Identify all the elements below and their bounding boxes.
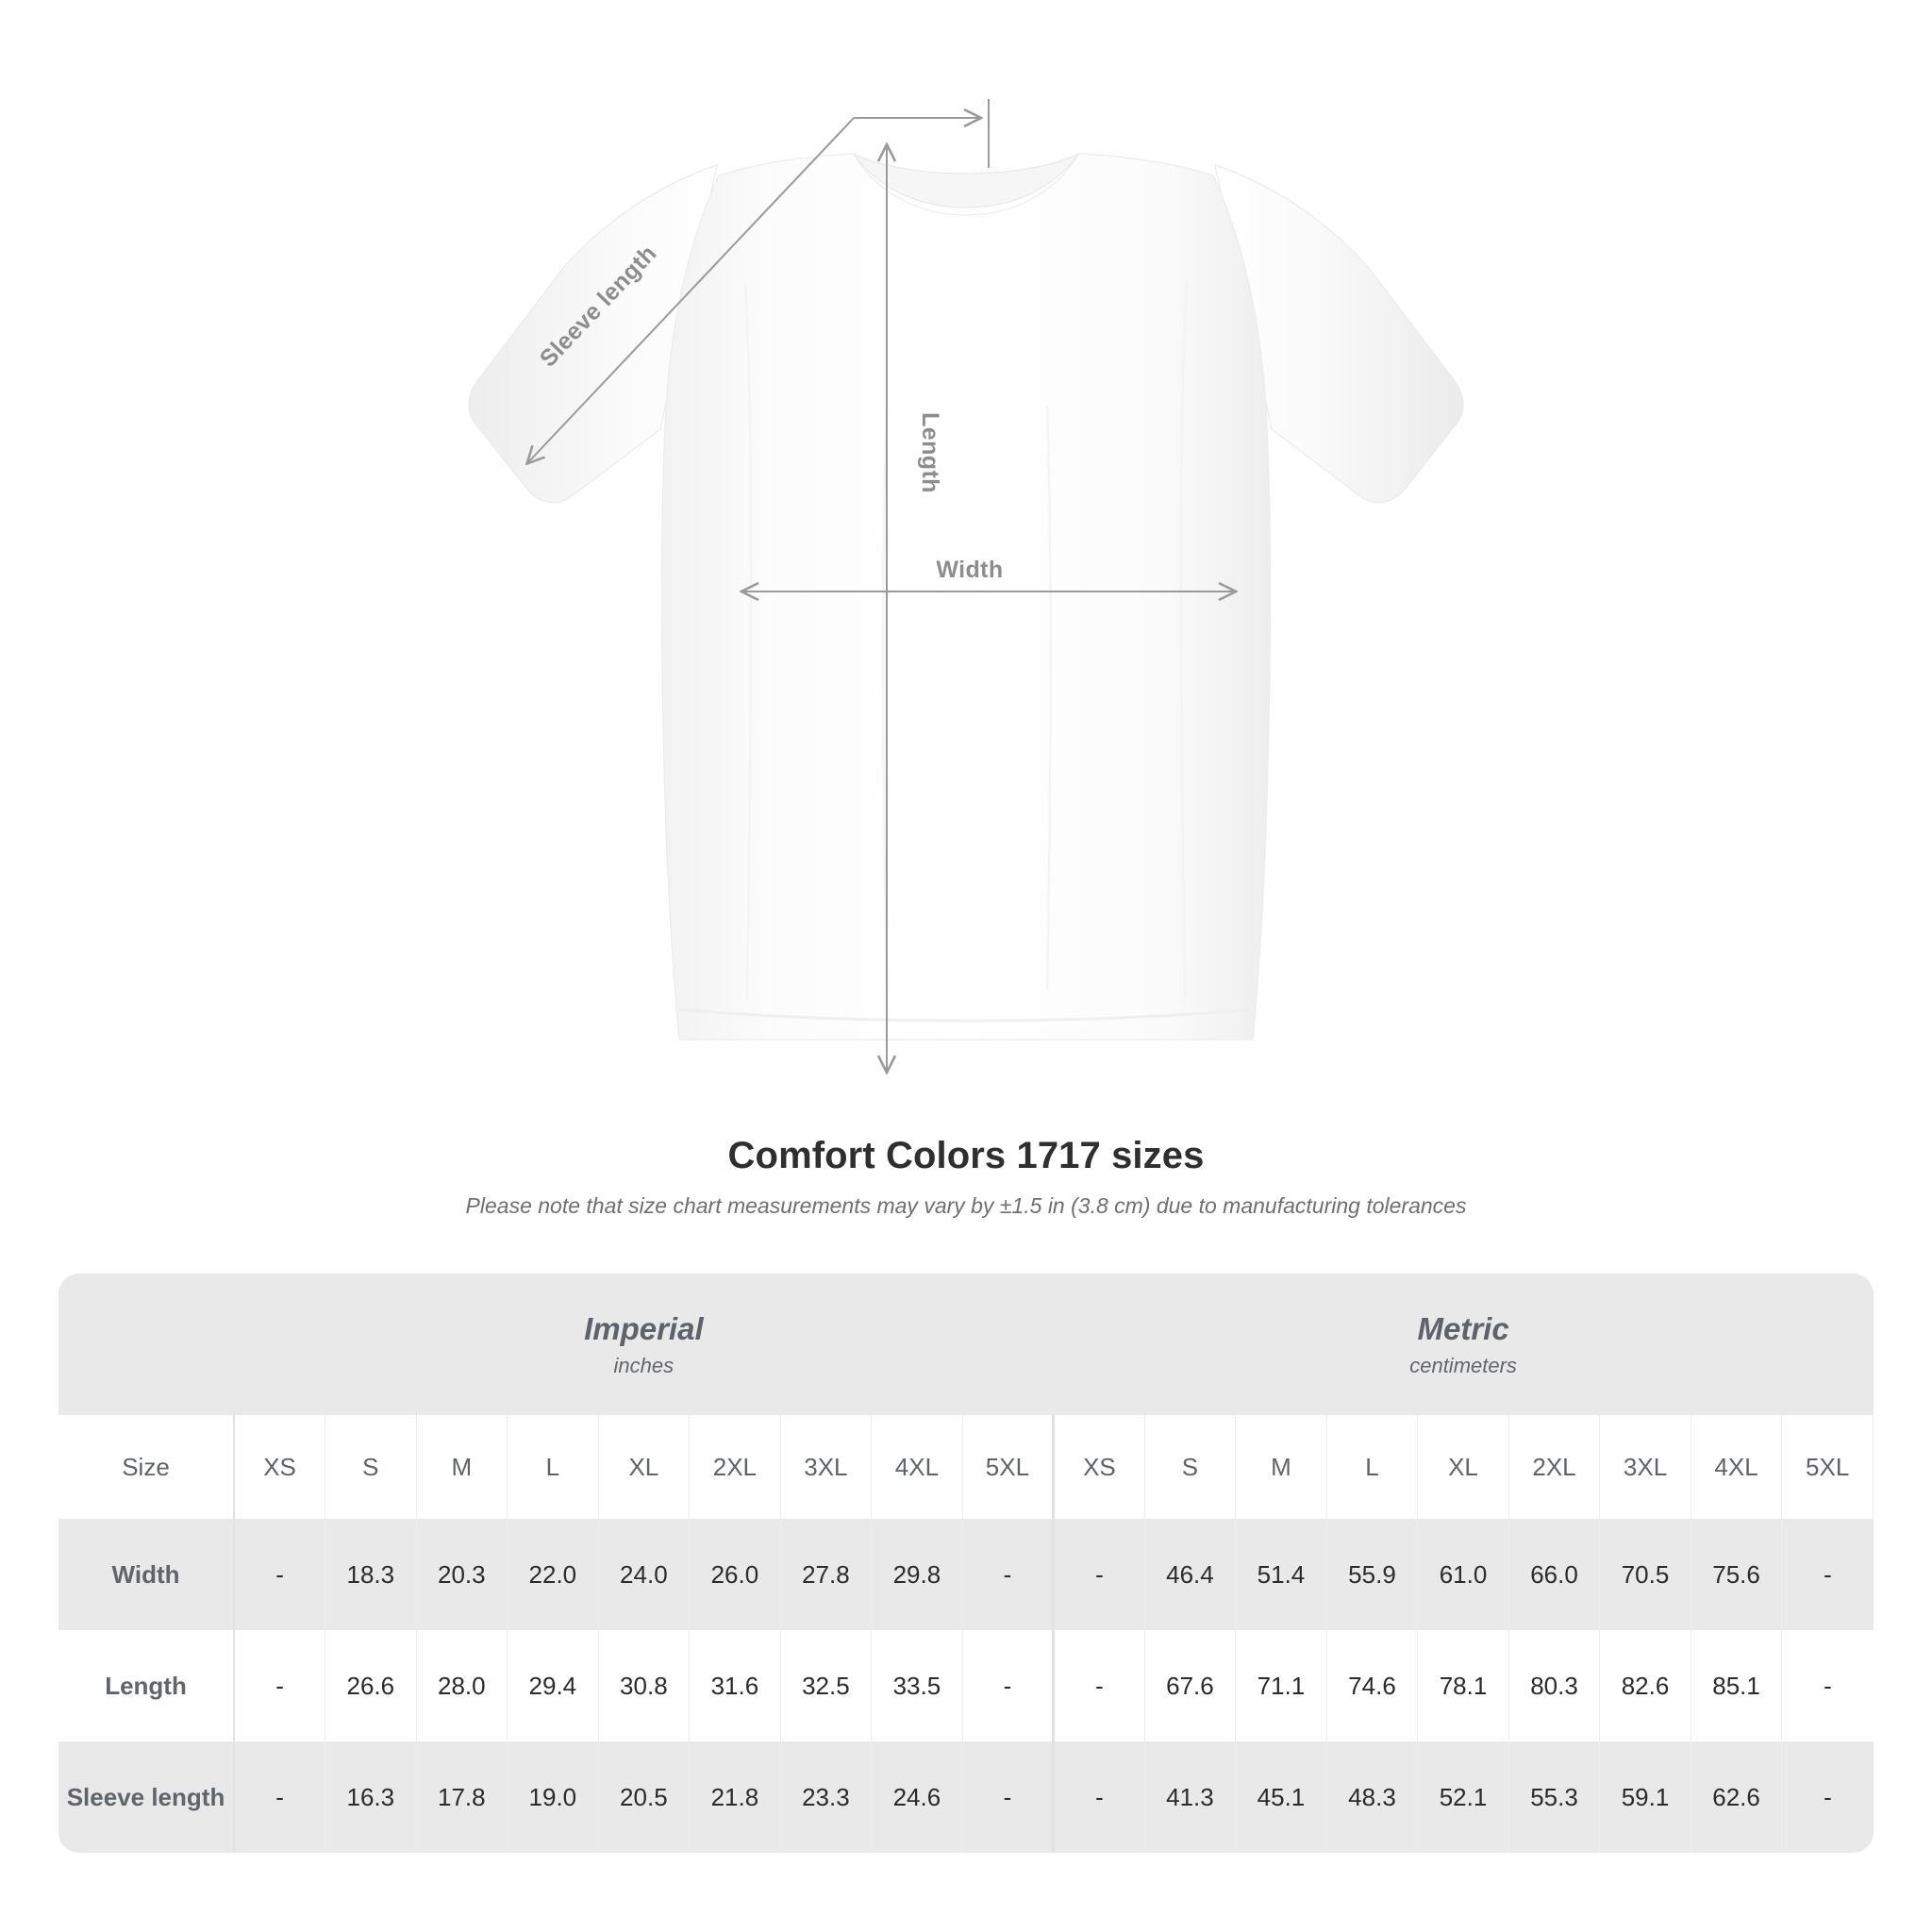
cell-sleeve-length-imperial-m: 17.8: [416, 1741, 508, 1853]
size-header-imperial-l: L: [507, 1415, 599, 1519]
cell-length-metric-l: 74.6: [1326, 1630, 1419, 1741]
cell-width-metric-3xl: 70.5: [1599, 1519, 1691, 1630]
cell-sleeve-length-metric-s: 41.3: [1144, 1741, 1237, 1853]
cell-width-imperial-m: 20.3: [416, 1519, 508, 1630]
size-header-metric-l: L: [1326, 1415, 1419, 1519]
size-header-row: Size XS S M L XL 2XL 3XL 4XL 5XL XS S M L XL 2XL 3XL 4XL 5…: [58, 1415, 1874, 1519]
size-header-metric-4xl: 4XL: [1690, 1415, 1783, 1519]
unit-banner-spacer: [58, 1274, 235, 1415]
size-header-imperial-3xl: 3XL: [780, 1415, 873, 1519]
size-header-imperial-m: M: [416, 1415, 508, 1519]
cell-width-metric-5xl: -: [1781, 1519, 1874, 1630]
cell-width-metric-4xl: 75.6: [1690, 1519, 1783, 1630]
cell-width-imperial-3xl: 27.8: [780, 1519, 873, 1630]
cell-width-imperial-l: 22.0: [507, 1519, 599, 1630]
size-header-metric-3xl: 3XL: [1599, 1415, 1691, 1519]
cell-sleeve-length-metric-xs: -: [1052, 1741, 1145, 1853]
cell-length-imperial-xl: 30.8: [598, 1630, 691, 1741]
cell-sleeve-length-metric-4xl: 62.6: [1690, 1741, 1783, 1853]
size-header-metric-2xl: 2XL: [1508, 1415, 1601, 1519]
unit-group-imperial: Imperial inches: [234, 1274, 1054, 1415]
table-row: Length -26.6 28.0 29.4 30.8 31.6 32.5 33.5- -67.…: [58, 1630, 1874, 1741]
unit-group-subtitle: inches: [613, 1353, 675, 1377]
size-header-imperial-xl: XL: [598, 1415, 691, 1519]
size-header-imperial-4xl: 4XL: [871, 1415, 963, 1519]
cell-width-metric-m: 51.4: [1235, 1519, 1327, 1630]
unit-banner-row: Imperial inches Metric centimeters: [58, 1274, 1874, 1415]
cell-length-imperial-3xl: 32.5: [780, 1630, 873, 1741]
cell-length-imperial-l: 29.4: [507, 1630, 599, 1741]
cell-length-metric-m: 71.1: [1235, 1630, 1327, 1741]
cell-sleeve-length-imperial-s: 16.3: [325, 1741, 417, 1853]
page-title: Comfort Colors 1717 sizes: [727, 1135, 1205, 1176]
table-row: Sleeve length -16.3 17.8 19.0 20.5 21.8 23.3 24…: [58, 1741, 1874, 1853]
size-header-label: Size: [58, 1415, 236, 1519]
title-block: Comfort Colors 1717 sizes Please note th…: [0, 1132, 1932, 1221]
cell-sleeve-length-imperial-4xl: 24.6: [871, 1741, 963, 1853]
cell-width-metric-2xl: 66.0: [1508, 1519, 1601, 1630]
cell-width-metric-xs: -: [1052, 1519, 1145, 1630]
cell-sleeve-length-metric-xl: 52.1: [1417, 1741, 1509, 1853]
cell-sleeve-length-imperial-2xl: 21.8: [689, 1741, 781, 1853]
cell-sleeve-length-metric-5xl: -: [1781, 1741, 1874, 1853]
cell-length-metric-5xl: -: [1781, 1630, 1874, 1741]
size-header-imperial-xs: XS: [234, 1415, 326, 1519]
table-row: Width -18.3 20.3 22.0 24.0 26.0 27.8 29.8- -46.4…: [58, 1519, 1874, 1630]
cell-length-metric-4xl: 85.1: [1690, 1630, 1783, 1741]
unit-group-name: Metric: [1417, 1311, 1509, 1346]
size-header-metric-s: S: [1144, 1415, 1237, 1519]
cell-sleeve-length-imperial-xs: -: [234, 1741, 326, 1853]
size-header-imperial-5xl: 5XL: [962, 1415, 1055, 1519]
cell-length-metric-xl: 78.1: [1417, 1630, 1509, 1741]
cell-length-metric-s: 67.6: [1144, 1630, 1237, 1741]
cell-length-imperial-m: 28.0: [416, 1630, 508, 1741]
cell-width-imperial-s: 18.3: [325, 1519, 417, 1630]
cell-sleeve-length-imperial-l: 19.0: [507, 1741, 599, 1853]
unit-group-metric: Metric centimeters: [1053, 1274, 1874, 1415]
page-subtitle: Please note that size chart measurements…: [465, 1193, 1467, 1218]
cell-sleeve-length-metric-m: 45.1: [1235, 1741, 1327, 1853]
width-label: Width: [936, 557, 1003, 583]
size-header-metric-5xl: 5XL: [1781, 1415, 1874, 1519]
unit-group-subtitle: centimeters: [1409, 1353, 1517, 1377]
tshirt-illustration: Sleeve length Length Width: [468, 99, 1464, 1113]
cell-width-metric-l: 55.9: [1326, 1519, 1419, 1630]
cell-length-imperial-s: 26.6: [325, 1630, 417, 1741]
cell-length-metric-xs: -: [1052, 1630, 1145, 1741]
cell-width-imperial-2xl: 26.0: [689, 1519, 781, 1630]
size-header-metric-xs: XS: [1052, 1415, 1145, 1519]
row-label-sleeve-length: Sleeve length: [58, 1741, 236, 1853]
row-label-width: Width: [58, 1519, 236, 1630]
size-table-wrapper: Imperial inches Metric centimeters Size XS S M L…: [58, 1274, 1874, 1853]
cell-length-imperial-5xl: -: [962, 1630, 1055, 1741]
cell-sleeve-length-metric-3xl: 59.1: [1599, 1741, 1691, 1853]
row-label-length: Length: [58, 1630, 236, 1741]
length-label: Length: [917, 412, 943, 493]
cell-sleeve-length-metric-l: 48.3: [1326, 1741, 1419, 1853]
cell-width-imperial-5xl: -: [962, 1519, 1055, 1630]
cell-sleeve-length-metric-2xl: 55.3: [1508, 1741, 1601, 1853]
size-table: Imperial inches Metric centimeters Size XS S M L…: [58, 1274, 1874, 1853]
sleeve-length-dimension: [528, 99, 990, 462]
size-header-imperial-2xl: 2XL: [689, 1415, 781, 1519]
size-header-metric-xl: XL: [1417, 1415, 1509, 1519]
cell-width-imperial-xs: -: [234, 1519, 326, 1630]
cell-width-metric-xl: 61.0: [1417, 1519, 1509, 1630]
size-header-metric-m: M: [1235, 1415, 1327, 1519]
cell-width-imperial-4xl: 29.8: [871, 1519, 963, 1630]
cell-sleeve-length-imperial-5xl: -: [962, 1741, 1055, 1853]
unit-group-name: Imperial: [584, 1311, 704, 1346]
cell-sleeve-length-imperial-xl: 20.5: [598, 1741, 691, 1853]
cell-length-imperial-2xl: 31.6: [689, 1630, 781, 1741]
cell-sleeve-length-imperial-3xl: 23.3: [780, 1741, 873, 1853]
cell-width-imperial-xl: 24.0: [598, 1519, 691, 1630]
cell-width-metric-s: 46.4: [1144, 1519, 1237, 1630]
cell-length-metric-2xl: 80.3: [1508, 1630, 1601, 1741]
cell-length-imperial-4xl: 33.5: [871, 1630, 963, 1741]
size-header-imperial-s: S: [325, 1415, 417, 1519]
cell-length-metric-3xl: 82.6: [1599, 1630, 1691, 1741]
cell-length-imperial-xs: -: [234, 1630, 326, 1741]
